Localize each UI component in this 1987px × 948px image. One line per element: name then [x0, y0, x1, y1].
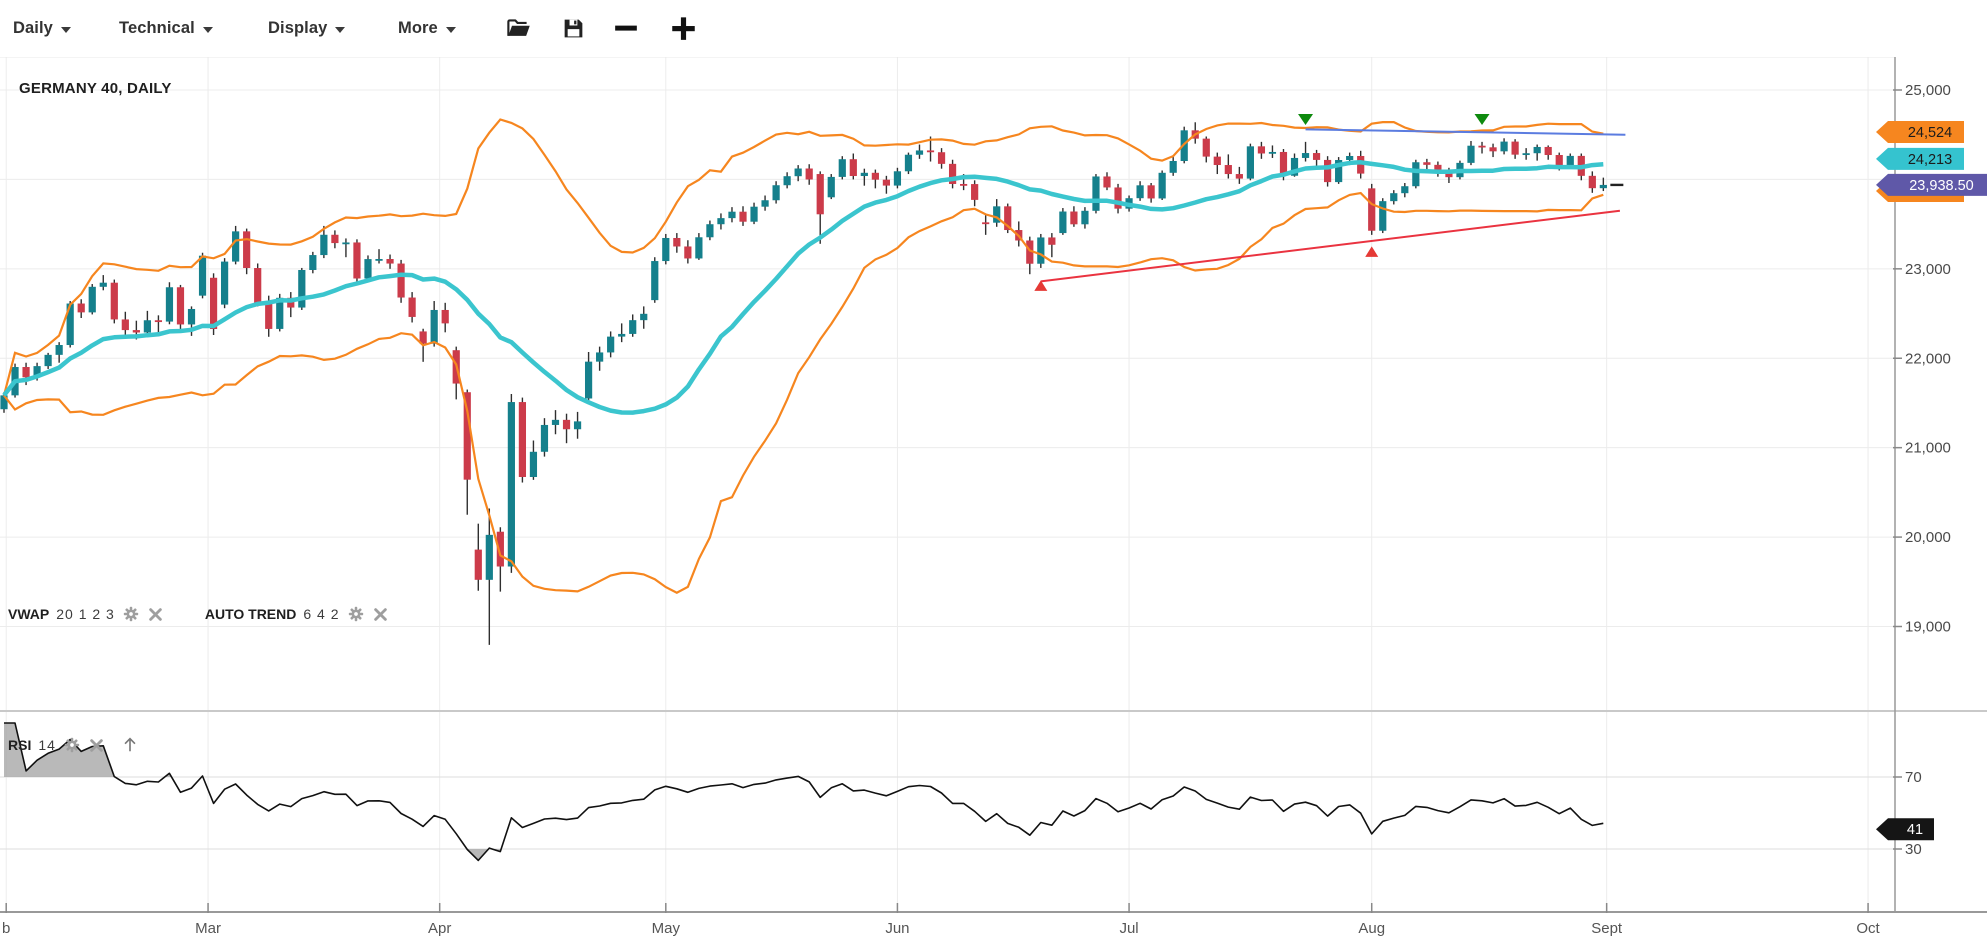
month-axis-label: Oct: [1856, 920, 1880, 937]
study-legend-row: VWAP 20 1 2 3 AUTO TREND 6 4 2: [8, 605, 390, 623]
menu-display[interactable]: Display: [268, 0, 346, 57]
month-axis-label: b: [2, 920, 10, 937]
rsi-legend-row: RSI 14: [8, 736, 139, 754]
gear-icon: [348, 606, 363, 622]
save-chart-button[interactable]: [552, 7, 594, 49]
auto-trend-study-params: 6 4 2: [303, 606, 340, 622]
vwap-line: [2, 160, 1604, 415]
price-axis-label: 21,000: [1905, 440, 1951, 457]
candlesticks: [0, 122, 1607, 645]
menu-technical-label: Technical: [119, 19, 195, 37]
rsi-remove-button[interactable]: [88, 736, 106, 754]
open-chart-button[interactable]: [497, 7, 539, 49]
menu-more-label: More: [398, 19, 438, 37]
rsi-axis-label: 70: [1905, 769, 1922, 786]
gear-icon: [123, 606, 139, 622]
x-axis[interactable]: b Mar Apr May Jun Jul Aug Sept Oct: [2, 903, 1881, 937]
save-icon: [564, 19, 582, 37]
zoom-in-button[interactable]: [662, 7, 704, 49]
vwap-settings-button[interactable]: [122, 605, 140, 623]
rsi-settings-button[interactable]: [63, 736, 81, 754]
menu-daily[interactable]: Daily: [13, 0, 71, 57]
chevron-down-icon: [202, 27, 213, 33]
month-axis-label: Jun: [885, 920, 909, 937]
menu-daily-label: Daily: [13, 19, 53, 37]
auto-trend-resistance-line[interactable]: [1305, 128, 1626, 136]
chevron-down-icon: [60, 27, 71, 33]
rsi-study-label: RSI: [8, 737, 32, 753]
price-axis-label: 23,000: [1905, 261, 1951, 278]
rsi-line: [4, 722, 1604, 862]
month-axis-label: May: [652, 920, 681, 937]
toolbar: Daily Technical Display More: [0, 0, 1987, 57]
minus-icon: [615, 25, 637, 31]
rsi-expand-button[interactable]: [121, 736, 139, 754]
auto-trend-support-line[interactable]: [1040, 209, 1621, 283]
vwap-remove-button[interactable]: [147, 605, 165, 623]
upper-band-tag: 24,524: [1876, 121, 1964, 144]
last-price-tag-value: 23,938.50: [1909, 178, 1974, 194]
vwap-tag: 24,213: [1876, 147, 1964, 170]
rsi-oversold-fill: [466, 849, 489, 861]
month-axis-label: Sept: [1591, 920, 1623, 937]
symbol-title: GERMANY 40, DAILY: [19, 80, 172, 97]
auto-trend-settings-button[interactable]: [347, 605, 365, 623]
month-axis-label: Aug: [1358, 920, 1385, 937]
chevron-down-icon: [335, 27, 346, 33]
gear-icon: [64, 737, 80, 753]
main-pane[interactable]: [0, 114, 1626, 645]
month-axis-label: Jul: [1119, 920, 1138, 937]
price-axis-label: 20,000: [1905, 529, 1951, 546]
upper-band-tag-value: 24,524: [1908, 125, 1952, 141]
zoom-out-button[interactable]: [605, 7, 647, 49]
y-axis[interactable]: 25,000 23,000 22,000 21,000 20,000 19,000 70 30: [1893, 82, 1951, 858]
close-icon: [149, 607, 163, 621]
close-icon: [90, 738, 104, 752]
month-axis-label: Apr: [428, 920, 451, 937]
menu-display-label: Display: [268, 19, 328, 37]
chevron-down-icon: [445, 27, 456, 33]
vwap-lower-band-line: [3, 191, 1604, 594]
arrow-up-icon: [124, 737, 136, 752]
price-axis-label: 25,000: [1905, 82, 1951, 99]
rsi-tag: 41: [1876, 818, 1934, 841]
menu-technical[interactable]: Technical: [119, 0, 213, 57]
rsi-axis-label: 30: [1905, 841, 1922, 858]
auto-trend-study-label: AUTO TREND: [204, 606, 297, 622]
close-icon: [374, 607, 387, 621]
month-axis-label: Mar: [195, 920, 221, 937]
vwap-tag-value: 24,213: [1908, 152, 1952, 168]
price-axis-label: 22,000: [1905, 350, 1951, 367]
auto-trend-remove-button[interactable]: [372, 605, 390, 623]
last-price-tag: 23,938.50: [1876, 173, 1987, 196]
axis-tags: 24,524 24,213 23,938.50 41: [1876, 121, 1987, 841]
pivot-markers: [1034, 114, 1490, 291]
rsi-overbought-fill: [4, 723, 115, 777]
plus-icon: [671, 16, 695, 40]
open-folder-icon: [506, 18, 530, 36]
rsi-tag-value: 41: [1907, 822, 1923, 838]
price-axis-label: 19,000: [1905, 619, 1951, 636]
vwap-study-params: 20 1 2 3: [56, 606, 115, 622]
rsi-study-params: 14: [38, 737, 56, 753]
vwap-study-label: VWAP: [8, 606, 50, 622]
axes: [0, 56, 1987, 913]
rsi-pane[interactable]: [4, 722, 1604, 862]
menu-more[interactable]: More: [398, 0, 456, 57]
